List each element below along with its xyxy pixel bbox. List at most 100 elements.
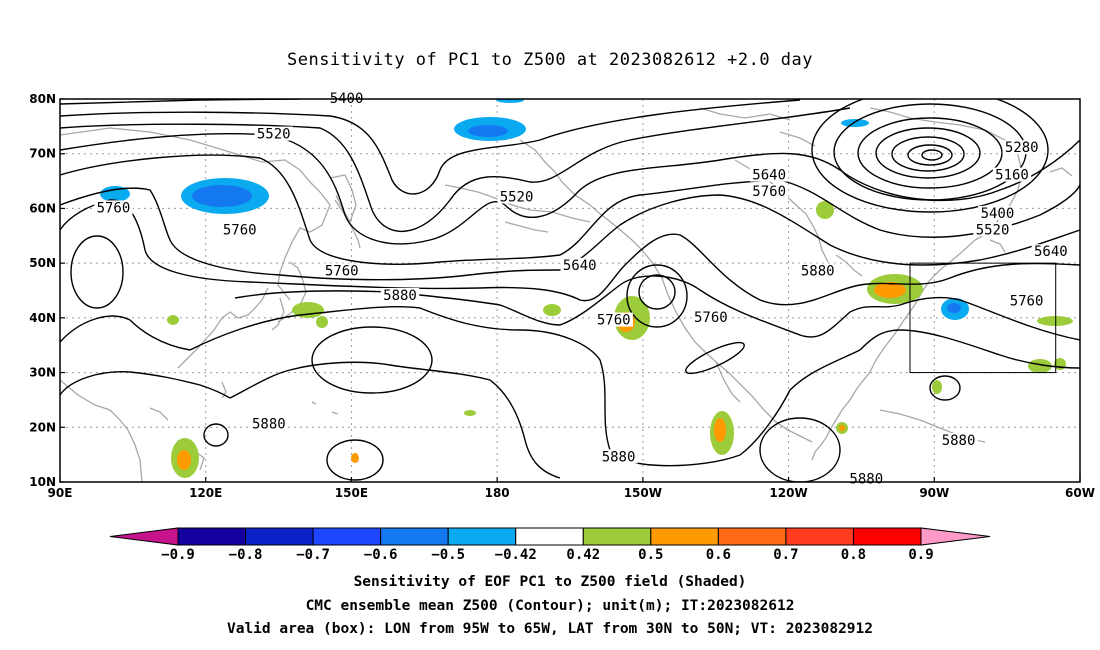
map-frame bbox=[59, 98, 1081, 483]
colorbar-swatch-9 bbox=[785, 527, 854, 546]
colorbar-high-triangle bbox=[920, 527, 991, 546]
contour-label-bg-8 bbox=[594, 312, 633, 327]
colorbar-label-5: −0.42 bbox=[495, 547, 537, 563]
colorbar-swatch-7 bbox=[650, 527, 719, 546]
contour-label-2: 5520 bbox=[500, 189, 534, 205]
contour-label-3: 5760 bbox=[97, 200, 131, 216]
colorbar-swatch-10 bbox=[852, 527, 922, 546]
shade-negative-bering-core bbox=[468, 125, 508, 137]
contour-label-7: 5640 bbox=[563, 258, 597, 274]
contour-label-bg-20 bbox=[973, 222, 1012, 237]
contour-label-8: 5760 bbox=[597, 313, 631, 329]
contour-label-bg-9 bbox=[691, 309, 731, 324]
contour-label-13: 5880 bbox=[252, 417, 286, 433]
colorbar-label-10: 0.8 bbox=[841, 547, 866, 563]
colorbar-label-3: −0.6 bbox=[364, 547, 398, 563]
y-tick-label-3: 50N bbox=[29, 256, 56, 270]
colorbar-swatch-3 bbox=[380, 527, 449, 546]
sensitivity-shading bbox=[100, 99, 1073, 478]
colorbar-swatch-1 bbox=[245, 527, 314, 546]
contour-label-bg-4 bbox=[220, 222, 259, 237]
contour-label-15: 5880 bbox=[849, 471, 883, 487]
contour-label-bg-18 bbox=[992, 167, 1032, 182]
shade-negative-east-siberia-core bbox=[192, 185, 252, 207]
chart-title: Sensitivity of PC1 to Z500 at 2023082612… bbox=[286, 50, 813, 70]
colorbar-low-triangle bbox=[109, 527, 179, 546]
contour-label-bg-3 bbox=[94, 200, 133, 215]
contour-label-bg-11 bbox=[749, 184, 789, 199]
shade-positive-bahamas bbox=[932, 380, 942, 394]
contour-label-17: 5280 bbox=[1005, 140, 1039, 156]
colorbar-label-1: −0.8 bbox=[229, 547, 263, 563]
contour-label-bg-6 bbox=[380, 287, 420, 302]
x-tick-label-3: 180 bbox=[485, 486, 510, 500]
contour-label-18: 5160 bbox=[995, 168, 1029, 184]
contour-label-bg-21 bbox=[1031, 244, 1071, 259]
shade-positive-gulf-core bbox=[839, 425, 845, 431]
y-tick-label-5: 30N bbox=[29, 366, 56, 380]
contour-label-bg-10 bbox=[749, 167, 789, 182]
contour-label-12: 5880 bbox=[801, 263, 835, 279]
shade-positive-philippines-core bbox=[177, 450, 191, 470]
coastlines bbox=[60, 107, 1073, 482]
colorbar-label-6: 0.42 bbox=[566, 547, 600, 563]
shade-positive-japan-2 bbox=[316, 316, 328, 328]
contour-label-bg-17 bbox=[1002, 140, 1041, 155]
x-tick-label-4: 150W bbox=[624, 486, 662, 500]
x-tick-label-2: 150E bbox=[335, 486, 368, 500]
x-tick-label-5: 120W bbox=[769, 486, 807, 500]
contour-label-bg-1 bbox=[254, 126, 293, 141]
caption-line-1: Sensitivity of EOF PC1 to Z500 field (Sh… bbox=[353, 574, 747, 590]
shade-positive-central-pacific bbox=[543, 304, 561, 316]
colorbar-swatch-2 bbox=[312, 527, 382, 546]
z500-contours bbox=[60, 99, 1080, 482]
x-tick-label-1: 120E bbox=[189, 486, 222, 500]
contour-label-14: 5880 bbox=[602, 449, 636, 465]
y-tick-label-0: 80N bbox=[29, 92, 56, 106]
contour-label-16: 5880 bbox=[942, 433, 976, 449]
shade-negative-arctic-2 bbox=[496, 99, 524, 103]
shade-positive-pacific-20n-core bbox=[714, 418, 726, 442]
y-tick-label-1: 70N bbox=[29, 147, 56, 161]
colorbar: −0.9 −0.8 −0.7 −0.6 −0.5 −0.42 0.42 0.5 0.6 0.7 0.… bbox=[109, 527, 991, 563]
map-axes: 90E 120E 150E 180 150W 120W 90W 60W 80N 70N 60N 50N… bbox=[29, 92, 1095, 500]
contour-label-1: 5520 bbox=[257, 127, 291, 143]
caption-line-2: CMC ensemble mean Z500 (Contour); unit(m… bbox=[305, 598, 795, 614]
contour-label-20: 5520 bbox=[976, 222, 1010, 238]
colorbar-swatch-0 bbox=[177, 527, 247, 546]
x-tick-label-6: 90W bbox=[919, 486, 949, 500]
shade-positive-atlantic-south bbox=[1028, 359, 1052, 373]
shade-negative-arctic bbox=[841, 119, 869, 127]
contour-label-bg-12 bbox=[798, 263, 837, 278]
shade-positive-hudson bbox=[816, 201, 834, 219]
contour-label-bg-0 bbox=[327, 91, 366, 105]
contour-label-bg-13 bbox=[249, 416, 289, 431]
colorbar-label-7: 0.5 bbox=[638, 547, 663, 563]
contour-label-9: 5760 bbox=[694, 310, 728, 326]
colorbar-label-11: 0.9 bbox=[908, 547, 933, 563]
contour-label-bg-22 bbox=[1007, 293, 1046, 308]
y-tick-label-4: 40N bbox=[29, 311, 56, 325]
caption-line-3: Valid area (box): LON from 95W to 65W, L… bbox=[226, 621, 873, 637]
contour-label-bg-7 bbox=[560, 257, 599, 272]
contour-label-bg-16 bbox=[939, 432, 978, 447]
x-tick-label-0: 90E bbox=[48, 486, 73, 500]
colorbar-swatch-4 bbox=[447, 527, 517, 546]
y-tick-label-7: 10N bbox=[29, 475, 56, 489]
colorbar-label-8: 0.6 bbox=[706, 547, 731, 563]
valid-area-box bbox=[909, 262, 1057, 374]
contour-label-11: 5760 bbox=[752, 184, 786, 200]
y-tick-label-6: 20N bbox=[29, 420, 56, 434]
contour-label-4: 5760 bbox=[223, 222, 257, 238]
contour-label-bg-5 bbox=[322, 263, 361, 278]
colorbar-label-4: −0.5 bbox=[431, 547, 465, 563]
contour-label-6: 5880 bbox=[383, 288, 417, 304]
x-tick-label-7: 60W bbox=[1065, 486, 1095, 500]
contour-label-bg-19 bbox=[978, 205, 1017, 220]
shade-positive-west-pacific bbox=[167, 315, 179, 325]
colorbar-swatch-5 bbox=[515, 527, 584, 546]
colorbar-swatch-8 bbox=[717, 527, 787, 546]
y-tick-label-2: 60N bbox=[29, 201, 56, 215]
